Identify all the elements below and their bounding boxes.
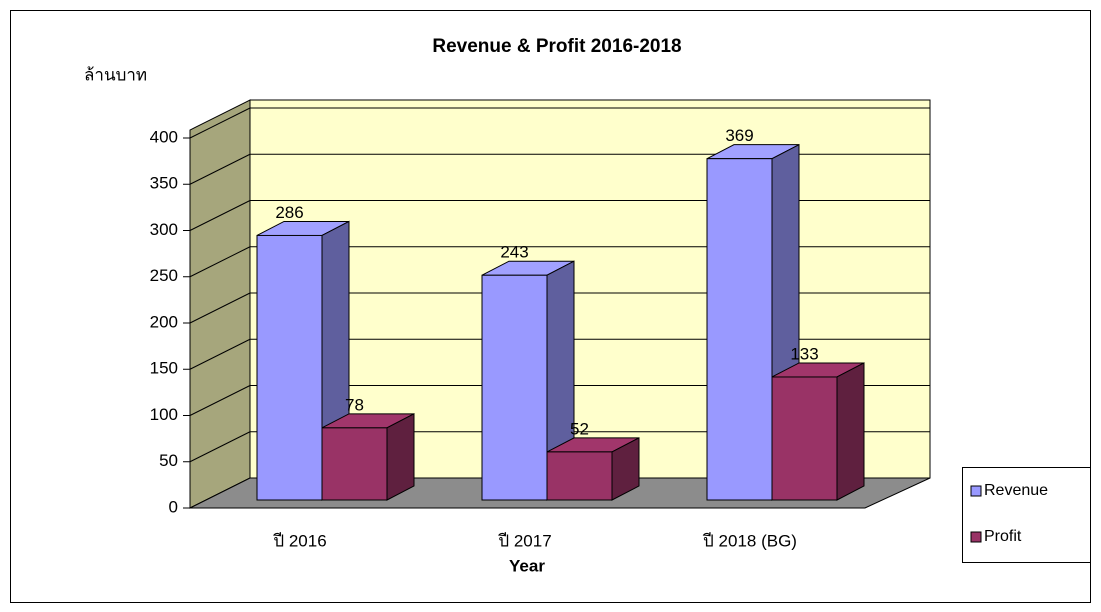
grid-line bbox=[189, 431, 251, 463]
y-tick-label: 400 bbox=[150, 127, 178, 146]
bar-side bbox=[836, 362, 865, 501]
data-label: 52 bbox=[570, 419, 589, 438]
y-tick-label: 50 bbox=[159, 451, 178, 470]
data-label: 243 bbox=[500, 243, 528, 262]
x-axis-label: Year bbox=[509, 556, 545, 575]
y-axis-label: ล้านบาท bbox=[84, 65, 147, 84]
legend bbox=[962, 467, 1091, 563]
bar-front bbox=[771, 376, 838, 501]
x-tick-label: ปี 2016 bbox=[272, 531, 326, 550]
data-label: 286 bbox=[275, 203, 303, 222]
bar bbox=[546, 437, 640, 501]
grid-line bbox=[189, 153, 251, 185]
bar bbox=[771, 362, 865, 501]
y-tick-label: 250 bbox=[150, 266, 178, 285]
grid-line bbox=[189, 385, 251, 416]
data-label: 78 bbox=[345, 395, 364, 414]
y-tick-label: 350 bbox=[150, 174, 178, 193]
bar bbox=[481, 260, 575, 501]
bar-side bbox=[386, 413, 415, 501]
bar bbox=[321, 413, 415, 501]
bar-front bbox=[321, 427, 388, 501]
grid-line bbox=[189, 292, 251, 324]
y-tick-label: 150 bbox=[150, 359, 178, 378]
bar-front bbox=[256, 234, 323, 501]
grid-line bbox=[189, 338, 251, 370]
legend-label: Profit bbox=[984, 528, 1022, 545]
x-tick-label: ปี 2017 bbox=[497, 531, 551, 550]
y-tick-label: 0 bbox=[169, 497, 178, 516]
bar-front bbox=[706, 158, 773, 501]
grid-line bbox=[189, 200, 251, 231]
y-tick-label: 200 bbox=[150, 312, 178, 331]
grid-line bbox=[189, 107, 251, 139]
grid-line bbox=[189, 246, 251, 278]
bar-front bbox=[546, 451, 613, 501]
data-label: 369 bbox=[725, 126, 753, 145]
bar-front bbox=[481, 274, 548, 501]
y-tick-label: 100 bbox=[150, 405, 178, 424]
legend-swatch bbox=[970, 485, 982, 497]
legend-swatch bbox=[970, 531, 982, 543]
data-label: 133 bbox=[790, 344, 818, 363]
x-tick-label: ปี 2018 (BG) bbox=[702, 531, 797, 550]
chart-title: Revenue & Profit 2016-2018 bbox=[432, 36, 681, 57]
y-tick-label: 300 bbox=[150, 220, 178, 239]
legend-label: Revenue bbox=[984, 482, 1048, 499]
